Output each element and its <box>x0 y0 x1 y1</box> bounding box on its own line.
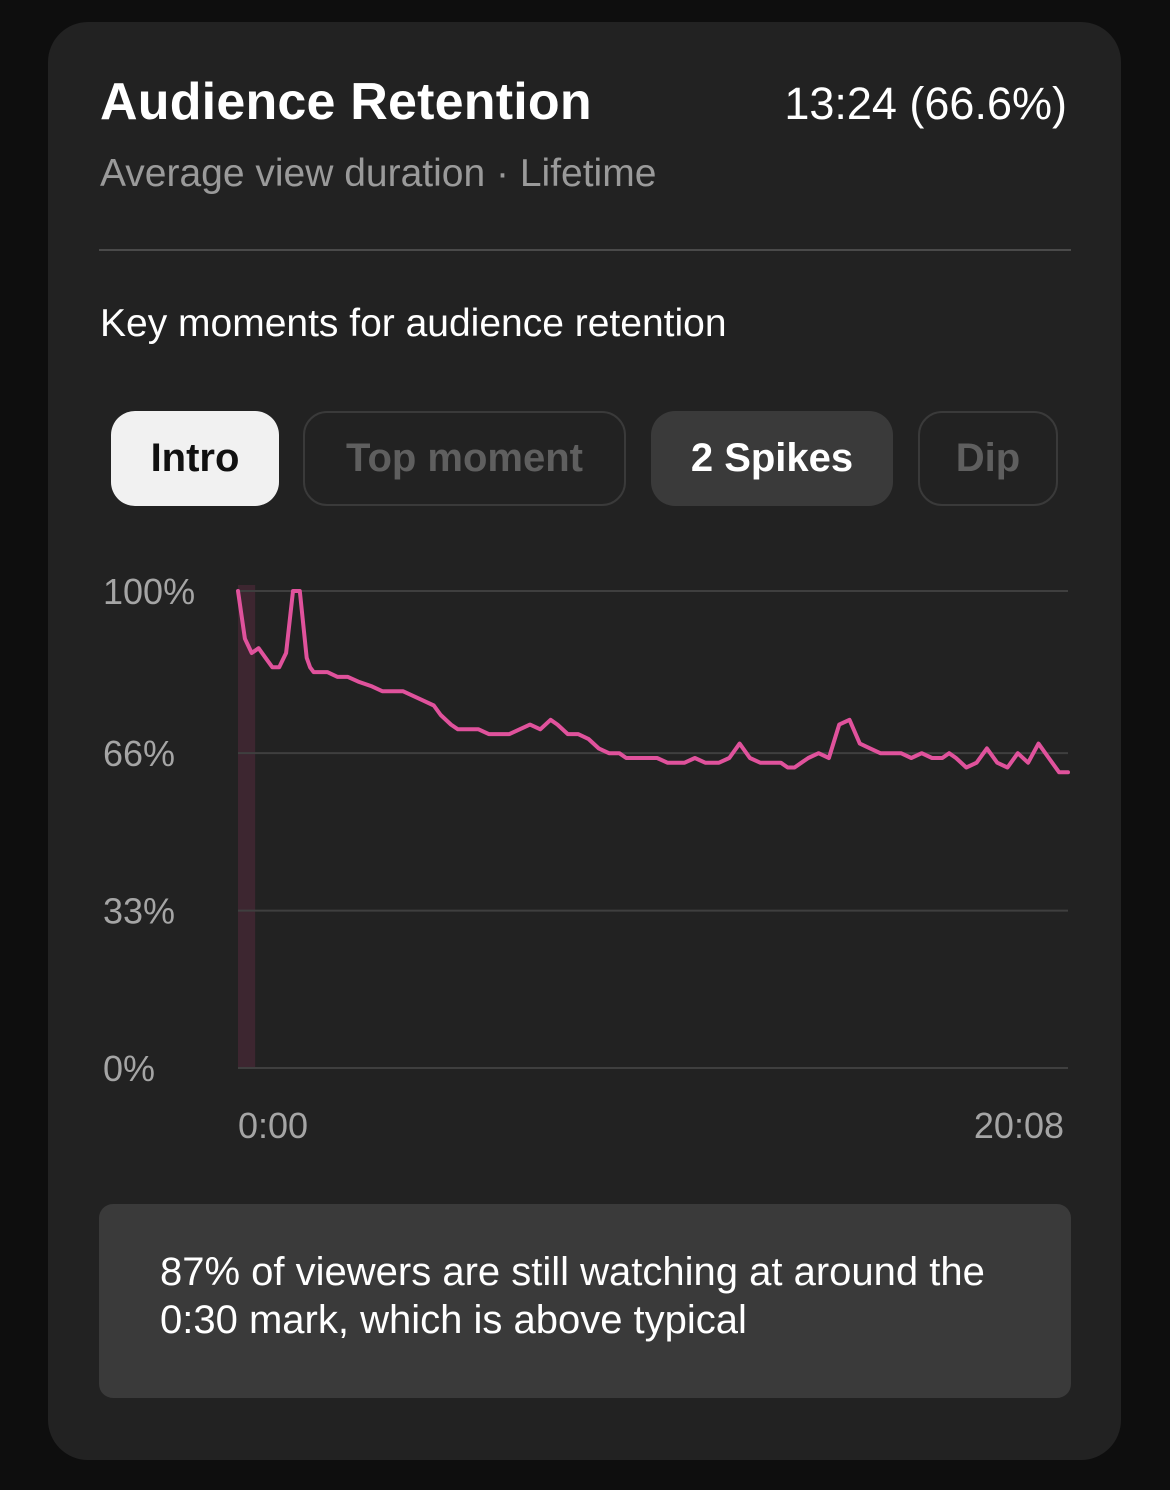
y-axis-labels: 100% 66% 33% 0% <box>103 571 195 1089</box>
x-tick-label: 0:00 <box>238 1105 308 1146</box>
y-tick-label: 66% <box>103 733 175 774</box>
retention-chart: 100% 66% 33% 0% 0:00 20:08 <box>103 571 1070 1146</box>
chip-intro[interactable]: Intro <box>111 411 279 506</box>
chip-top-moment: Top moment <box>303 411 626 506</box>
y-tick-label: 0% <box>103 1048 155 1089</box>
insight-box: 87% of viewers are still watching at aro… <box>99 1204 1071 1398</box>
card-title: Audience Retention <box>100 73 592 131</box>
intro-highlight-band <box>238 585 256 1068</box>
insight-text: 87% of viewers are still watching at aro… <box>160 1250 985 1342</box>
chip-dip: Dip <box>918 411 1058 506</box>
chip-spikes[interactable]: 2 Spikes <box>651 411 893 506</box>
x-tick-label: 20:08 <box>974 1105 1064 1146</box>
average-view-duration-value: 13:24 (66.6%) <box>784 78 1067 129</box>
y-tick-label: 33% <box>103 891 175 932</box>
divider <box>99 249 1071 251</box>
y-tick-label: 100% <box>103 571 195 612</box>
chart-gridlines <box>238 590 1068 1069</box>
audience-retention-card: Audience Retention 13:24 (66.6%) Average… <box>48 22 1121 1460</box>
key-moments-heading: Key moments for audience retention <box>100 302 727 345</box>
card-subtitle: Average view duration · Lifetime <box>100 152 657 195</box>
retention-line <box>236 589 1070 775</box>
x-axis-labels: 0:00 20:08 <box>238 1105 1064 1146</box>
